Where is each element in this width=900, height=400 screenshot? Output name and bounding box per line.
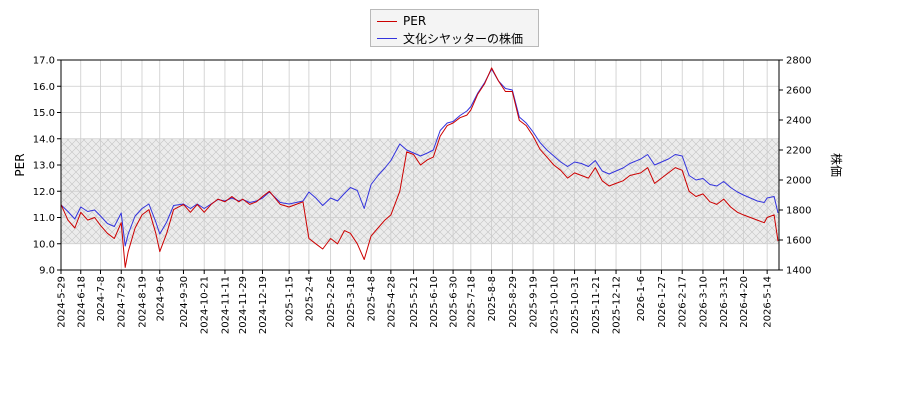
x-axis: 2024-5-29 2024-6-18 2024-7-8 2024-7-29 2024-…: [57, 270, 774, 334]
x-tick-label: 2025-7-18: [466, 276, 477, 328]
x-tick-label: 2024-8-19: [137, 276, 148, 328]
y2-tick-label: 2600: [786, 86, 811, 97]
x-tick-label: 2024-10-21: [200, 276, 211, 334]
x-tick-label: 2025-2-26: [326, 276, 337, 328]
x-tick-label: 2024-7-8: [96, 276, 107, 321]
y-tick-label: 13.0: [33, 161, 55, 172]
x-tick-label: 2025-1-15: [285, 276, 296, 328]
x-tick-label: 2025-4-8: [367, 276, 378, 321]
y-axis-left: 9.0 10.0 11.0 12.0 13.0 14.0 15.0 16.0 17.0: [33, 56, 61, 277]
y-tick-label: 15.0: [33, 108, 55, 119]
x-tick-label: 2025-4-28: [386, 276, 397, 328]
x-tick-label: 2024-6-18: [76, 276, 87, 328]
legend-item-price: 文化シヤッターの株価: [377, 30, 523, 46]
x-tick-label: 2024-5-29: [57, 276, 68, 328]
price-series-line: [61, 68, 779, 247]
legend-item-per: PER: [377, 13, 426, 29]
legend-label-price: 文化シヤッターの株価: [403, 31, 524, 46]
x-tick-label: 2024-12-19: [258, 276, 269, 334]
x-tick-label: 2025-5-21: [409, 276, 420, 328]
y2-tick-label: 2800: [786, 56, 811, 67]
y2-tick-label: 2000: [786, 176, 811, 187]
x-tick-label: 2026-1-27: [657, 276, 668, 328]
x-tick-label: 2024-11-29: [238, 276, 249, 334]
legend-label-per: PER: [403, 14, 427, 28]
y2-tick-label: 1800: [786, 206, 811, 217]
y2-axis-title: 株価: [829, 153, 844, 177]
legend: PER 文化シヤッターの株価: [370, 9, 539, 47]
y2-tick-label: 2400: [786, 116, 811, 127]
x-tick-label: 2024-9-6: [155, 276, 166, 321]
x-tick-label: 2025-8-8: [487, 276, 498, 321]
x-tick-label: 2024-11-11: [220, 276, 231, 334]
x-tick-label: 2025-3-18: [346, 276, 357, 328]
y-tick-label: 10.0: [33, 239, 55, 250]
x-tick-label: 2025-10-10: [549, 276, 560, 334]
x-tick-label: 2026-3-10: [698, 276, 709, 328]
x-tick-label: 2025-9-19: [529, 276, 540, 328]
x-tick-label: 2025-11-21: [591, 276, 602, 334]
legend-swatch-per: [377, 20, 397, 22]
y-tick-label: 16.0: [33, 82, 55, 93]
series-lines: [61, 67, 779, 268]
y-tick-label: 9.0: [39, 266, 55, 277]
x-tick-label: 2025-10-31: [570, 276, 581, 334]
x-tick-label: 2026-1-6: [636, 276, 647, 321]
legend-swatch-price: [377, 37, 397, 39]
y2-tick-label: 2200: [786, 146, 811, 157]
x-tick-label: 2024-7-29: [117, 276, 128, 328]
y-tick-label: 12.0: [33, 187, 55, 198]
x-tick-label: 2025-2-4: [304, 276, 315, 321]
y2-tick-label: 1400: [786, 266, 811, 277]
y-tick-label: 14.0: [33, 134, 55, 145]
x-tick-label: 2026-3-31: [719, 276, 730, 328]
y-tick-label: 11.0: [33, 213, 55, 224]
y-axis-right: 1400 1600 1800 2000 2200 2400 2600 2800: [779, 56, 811, 277]
x-tick-label: 2026-5-14: [763, 276, 774, 328]
y-axis-title: PER: [13, 153, 27, 176]
x-tick-label: 2025-6-10: [429, 276, 440, 328]
y-tick-label: 17.0: [33, 56, 55, 67]
x-tick-label: 2025-12-12: [612, 276, 623, 334]
grid: [60, 59, 779, 271]
x-tick-label: 2026-2-17: [678, 276, 689, 328]
x-tick-label: 2025-6-30: [449, 276, 460, 328]
per-series-line: [61, 67, 779, 268]
x-tick-label: 2025-8-29: [508, 276, 519, 328]
y2-tick-label: 1600: [786, 236, 811, 247]
x-tick-label: 2024-9-30: [179, 276, 190, 328]
x-tick-label: 2026-4-20: [739, 276, 750, 328]
